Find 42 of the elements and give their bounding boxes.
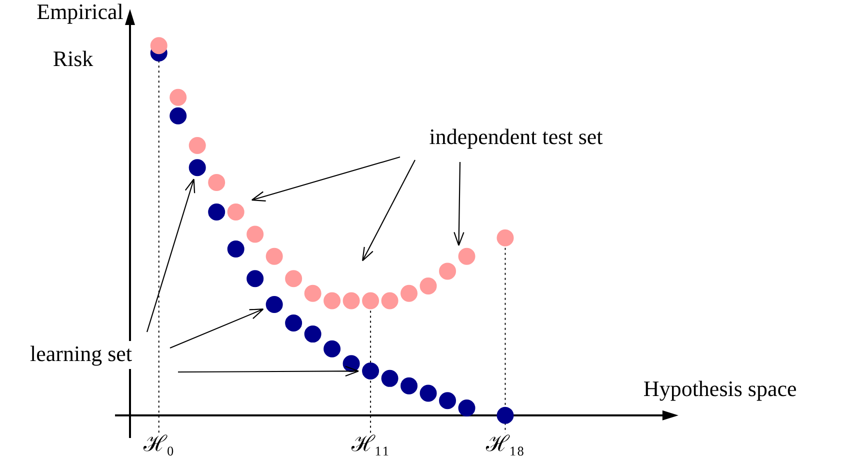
point: [381, 370, 398, 387]
point: [285, 270, 302, 288]
point: [188, 159, 206, 176]
point: [342, 292, 360, 310]
annotation: independent test set: [429, 124, 603, 149]
point: [208, 174, 226, 191]
text: Hypothesis space: [643, 376, 797, 402]
point: [170, 88, 187, 106]
point: [400, 284, 418, 302]
point: [342, 355, 360, 372]
point: [304, 284, 322, 302]
point: [324, 340, 341, 358]
point: [496, 229, 514, 246]
point: [362, 292, 380, 310]
point: [362, 362, 380, 380]
x-tick-label: ℋ₁₈: [485, 430, 524, 456]
point: [150, 37, 168, 54]
point: [458, 248, 476, 265]
point: [439, 262, 456, 280]
x-tick-label: ℋ₁₁: [350, 430, 390, 456]
point: [324, 292, 341, 310]
point: [246, 226, 264, 243]
point: [170, 107, 187, 124]
text: learning set: [30, 340, 132, 366]
point: [266, 296, 283, 313]
point: [285, 314, 302, 332]
point: [458, 400, 476, 417]
point: [227, 240, 244, 258]
point: [400, 377, 418, 394]
y-axis-title: Empirical Risk: [36, 0, 124, 71]
point: [439, 392, 456, 410]
point: [304, 326, 322, 343]
point: [381, 292, 398, 310]
point: [208, 204, 226, 221]
point: [420, 277, 437, 294]
x-tick-label: ℋ₀: [142, 430, 174, 456]
point: [266, 248, 283, 265]
point: [420, 384, 437, 402]
point: [496, 406, 514, 424]
point: [188, 136, 206, 154]
point: [246, 270, 264, 288]
point: [227, 204, 244, 221]
